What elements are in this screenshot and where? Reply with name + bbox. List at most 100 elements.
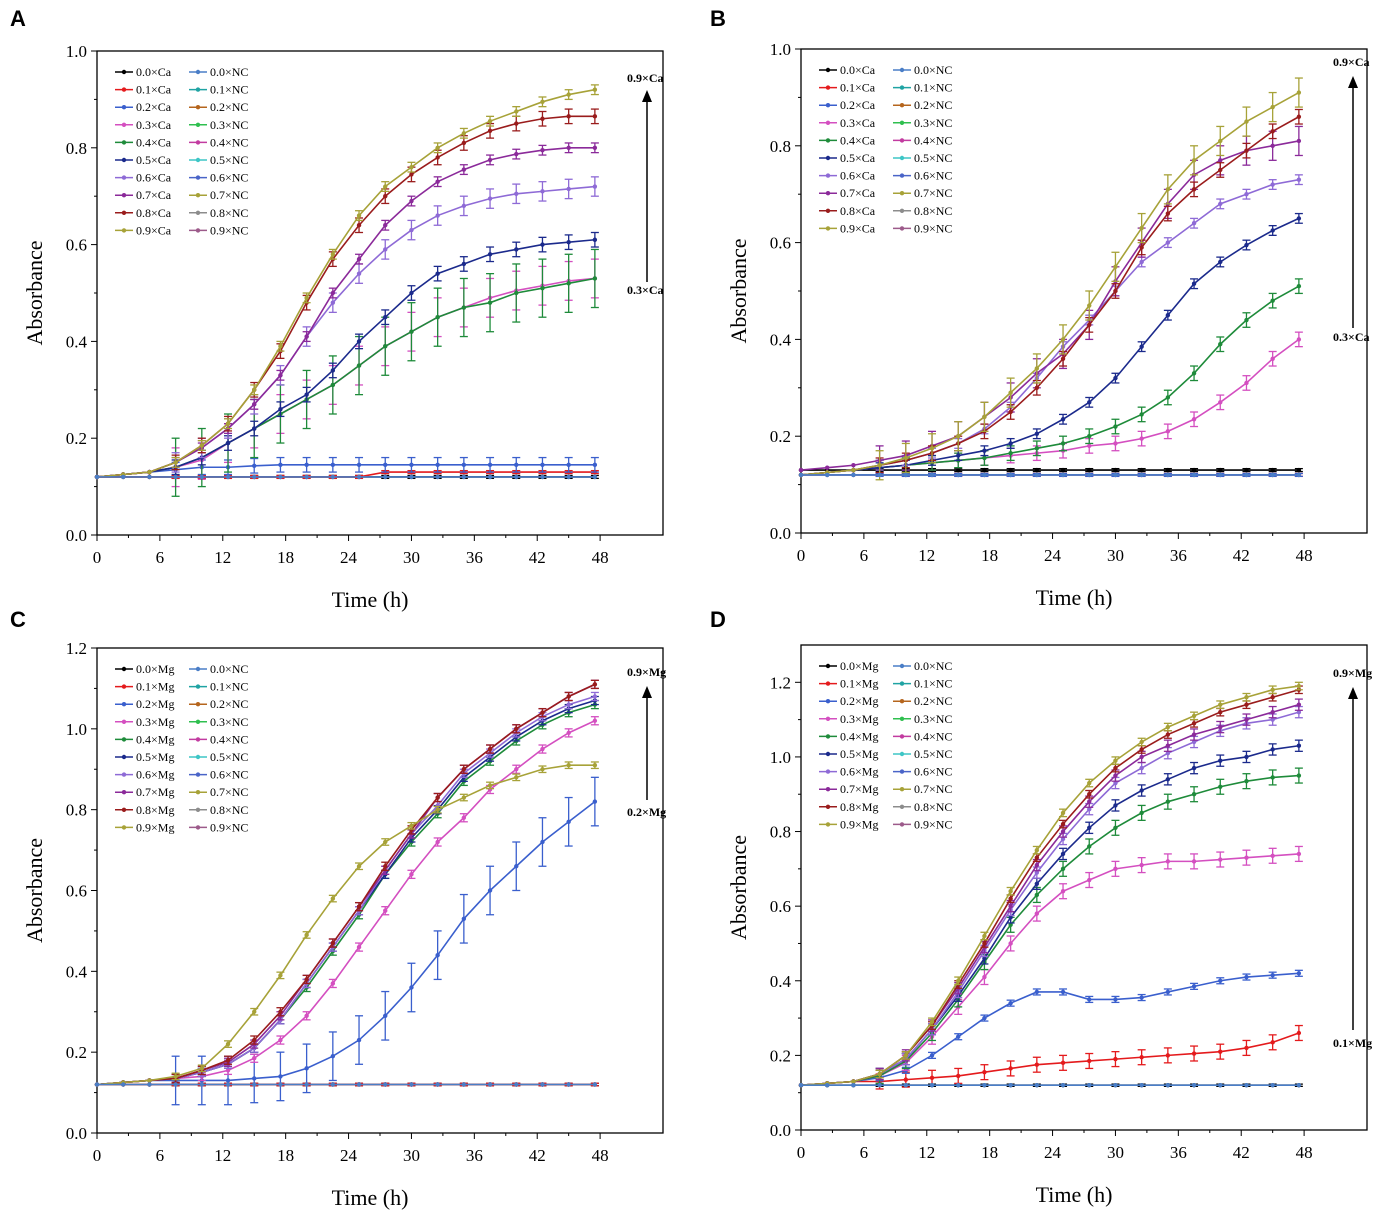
- data-point: [540, 99, 545, 105]
- data-point: [825, 1083, 830, 1088]
- data-point: [1218, 784, 1223, 789]
- series-line: [800, 140, 1300, 471]
- data-point: [1191, 859, 1197, 864]
- series-line: [96, 238, 595, 478]
- data-point: [121, 474, 126, 480]
- data-point: [1060, 356, 1066, 361]
- legend-label: 0.3×NC: [914, 116, 952, 130]
- x-tick-label: 30: [1107, 546, 1124, 565]
- data-point: [929, 1053, 935, 1058]
- data-point: [540, 189, 545, 194]
- data-point: [566, 763, 571, 768]
- data-point: [1087, 877, 1092, 883]
- y-tick-label: 0.2: [66, 1043, 87, 1062]
- data-point: [1034, 385, 1040, 390]
- data-point: [1296, 1030, 1302, 1036]
- x-tick-label: 30: [403, 1146, 420, 1165]
- legend-marker: [121, 210, 127, 215]
- data-point: [1270, 747, 1275, 752]
- data-point: [1139, 467, 1144, 473]
- legend-marker: [195, 737, 201, 742]
- data-point: [1008, 467, 1013, 473]
- legend-label: 0.2×NC: [210, 697, 248, 711]
- data-point: [461, 140, 467, 146]
- legend-marker: [195, 772, 201, 777]
- data-point: [1139, 1083, 1144, 1088]
- data-point: [1008, 889, 1013, 894]
- legend-marker: [899, 716, 905, 721]
- data-point: [514, 1082, 519, 1087]
- data-point: [1113, 472, 1118, 478]
- data-point: [1270, 182, 1275, 187]
- data-point: [304, 932, 309, 938]
- x-tick-label: 48: [1296, 1143, 1313, 1162]
- legend-label: 0.1×Ca: [136, 83, 172, 97]
- data-point: [1270, 853, 1275, 858]
- data-point: [929, 472, 935, 478]
- data-point: [1296, 337, 1302, 342]
- data-point: [798, 467, 804, 473]
- data-point: [1165, 472, 1171, 478]
- data-point: [461, 474, 467, 480]
- x-tick-label: 18: [277, 548, 294, 567]
- data-point: [1191, 713, 1197, 719]
- data-point: [1296, 851, 1302, 857]
- data-point: [1270, 695, 1275, 700]
- data-point: [1060, 1083, 1066, 1088]
- legend-marker: [195, 87, 201, 92]
- legend-marker: [825, 208, 831, 213]
- y-tick-label: 0.4: [770, 330, 792, 349]
- series-line: [96, 277, 595, 478]
- legend: 0.0×Ca 0.0×NC 0.1×Ca 0.1×NC 0.2×Ca 0.2×NC 0.3×…: [819, 63, 952, 235]
- x-axis-label: Time (h): [1036, 585, 1113, 610]
- data-point: [1113, 866, 1118, 872]
- legend-label: 0.1×Mg: [136, 680, 174, 694]
- data-point: [1139, 739, 1144, 745]
- x-tick-label: 6: [156, 548, 165, 567]
- series-0-0-ca: [798, 467, 1303, 473]
- annotation-bottom: 0.3×Ca: [1333, 330, 1370, 344]
- data-point: [1296, 1083, 1302, 1088]
- data-point: [825, 465, 830, 470]
- data-point: [1087, 844, 1092, 849]
- legend-marker: [825, 191, 831, 196]
- legend-marker: [825, 173, 831, 178]
- data-point: [1165, 211, 1171, 216]
- legend: 0.0×Ca 0.0×NC 0.1×Ca 0.1×NC 0.2×Ca 0.2×NC 0.3×…: [115, 65, 248, 237]
- legend-label: 0.7×Ca: [840, 186, 876, 200]
- data-point: [592, 718, 598, 723]
- data-point: [1087, 472, 1092, 478]
- data-point: [1270, 1083, 1275, 1088]
- data-point: [514, 726, 519, 732]
- data-point: [330, 981, 336, 986]
- data-point: [1218, 709, 1223, 715]
- data-point: [1191, 765, 1197, 771]
- series-line: [800, 1032, 1300, 1087]
- data-point: [1060, 866, 1066, 872]
- legend-label: 0.2×NC: [210, 100, 248, 114]
- x-tick-label: 48: [592, 548, 609, 567]
- legend-label: 0.5×Ca: [136, 153, 172, 167]
- data-point: [1139, 810, 1144, 816]
- data-point: [592, 87, 598, 92]
- data-point: [304, 295, 309, 301]
- data-point: [877, 1083, 882, 1088]
- data-point: [1139, 995, 1144, 1000]
- legend-label: 0.0×Ca: [136, 65, 172, 79]
- legend-label: 0.1×Ca: [840, 81, 876, 95]
- data-point: [94, 474, 100, 480]
- y-tick-label: 0.4: [66, 962, 88, 981]
- data-point: [487, 196, 493, 201]
- series-line: [800, 685, 1299, 1087]
- data-point: [1218, 259, 1223, 265]
- data-point: [514, 474, 519, 480]
- legend-marker: [195, 69, 201, 75]
- x-axis-label: Time (h): [1036, 1182, 1113, 1207]
- legend-marker: [899, 681, 905, 686]
- data-point: [435, 952, 440, 958]
- legend-label: 0.8×NC: [914, 204, 952, 218]
- series-0-4-mg: [798, 767, 1303, 1088]
- arrow-head: [1348, 76, 1358, 88]
- data-point: [252, 402, 257, 407]
- data-point: [383, 247, 388, 252]
